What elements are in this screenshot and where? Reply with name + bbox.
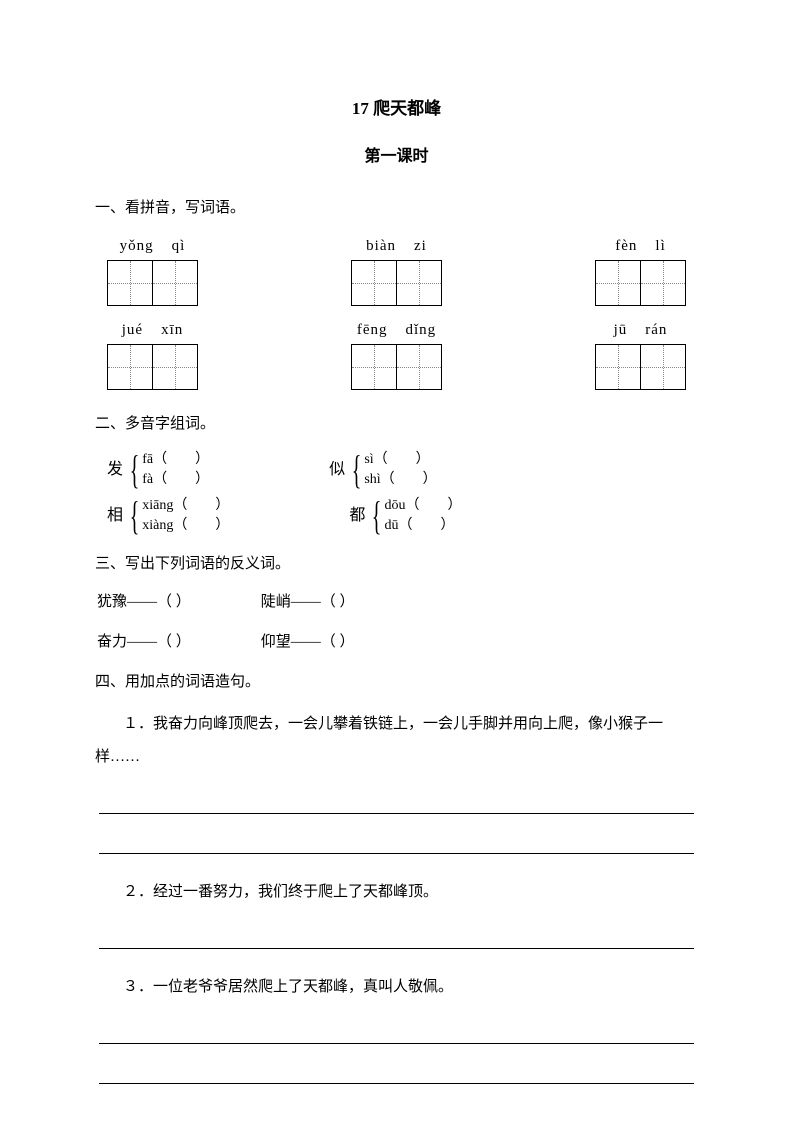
pinyin-syllable: fèn: [615, 234, 637, 258]
char-boxes: [595, 344, 686, 390]
char-box[interactable]: [595, 260, 641, 306]
pinyin-syllable: lì: [655, 234, 665, 258]
multi-option[interactable]: dōu（ ）: [385, 496, 462, 516]
multi-char: 似: [329, 457, 345, 483]
pinyin-block: fēng dǐng: [351, 318, 442, 390]
multi-options: fā（ ） fà（ ）: [142, 450, 209, 489]
multi-option[interactable]: shì（ ）: [364, 470, 436, 490]
pinyin-label: jué xīn: [122, 318, 184, 342]
char-box[interactable]: [595, 344, 641, 390]
char-boxes: [351, 344, 442, 390]
char-box[interactable]: [640, 260, 686, 306]
pinyin-syllable: jū: [614, 318, 628, 342]
antonym-row-1: 犹豫——（ ） 陡峭——（ ）: [95, 590, 698, 614]
multi-option[interactable]: sì（ ）: [364, 450, 436, 470]
answer-line[interactable]: [99, 788, 694, 814]
char-box[interactable]: [152, 344, 198, 390]
brace-icon: {: [130, 496, 140, 536]
char-boxes: [595, 260, 686, 306]
pinyin-syllable: qì: [172, 234, 186, 258]
pinyin-row-2: jué xīn fēng dǐng jū rán: [95, 318, 698, 390]
answer-line[interactable]: [99, 1018, 694, 1044]
multi-item: 相 { xiāng（ ） xiàng（ ）: [107, 496, 229, 536]
char-box[interactable]: [396, 344, 442, 390]
pinyin-label: jū rán: [614, 318, 668, 342]
antonym-item[interactable]: 奋力——（ ）: [97, 630, 191, 654]
char-box[interactable]: [107, 260, 153, 306]
pinyin-syllable: rán: [645, 318, 667, 342]
pinyin-row-1: yǒng qì biàn zi fèn lì: [95, 234, 698, 306]
char-boxes: [351, 260, 442, 306]
char-box[interactable]: [107, 344, 153, 390]
multi-options: xiāng（ ） xiàng（ ）: [142, 496, 229, 535]
pinyin-syllable: xīn: [161, 318, 183, 342]
pinyin-label: fēng dǐng: [357, 318, 436, 342]
brace-icon: {: [352, 450, 362, 490]
pinyin-label: yǒng qì: [120, 234, 186, 258]
pinyin-block: fèn lì: [595, 234, 686, 306]
pinyin-syllable: fēng: [357, 318, 388, 342]
char-boxes: [107, 260, 198, 306]
section2-heading: 二、多音字组词。: [95, 412, 698, 436]
multi-row-2: 相 { xiāng（ ） xiàng（ ） 都 { dōu（ ） dū（ ）: [95, 496, 698, 536]
multi-char: 发: [107, 457, 123, 483]
multi-options: dōu（ ） dū（ ）: [385, 496, 462, 535]
antonym-item[interactable]: 仰望——（ ）: [261, 630, 355, 654]
question-2: ２．经过一番努力，我们终于爬上了天都峰顶。: [95, 876, 698, 909]
answer-line[interactable]: [99, 923, 694, 949]
char-box[interactable]: [152, 260, 198, 306]
char-box[interactable]: [351, 260, 397, 306]
pinyin-block: jué xīn: [107, 318, 198, 390]
pinyin-block: jū rán: [595, 318, 686, 390]
section3-heading: 三、写出下列词语的反义词。: [95, 552, 698, 576]
section4-heading: 四、用加点的词语造句。: [95, 670, 698, 694]
pinyin-syllable: zi: [414, 234, 427, 258]
pinyin-syllable: yǒng: [120, 234, 154, 258]
multi-option[interactable]: xiàng（ ）: [142, 516, 229, 536]
question-1: １．我奋力向峰顶爬去，一会儿攀着铁链上，一会儿手脚并用向上爬，像小猴子一样……: [95, 708, 698, 774]
answer-line[interactable]: [99, 1058, 694, 1084]
antonym-item[interactable]: 犹豫——（ ）: [97, 590, 191, 614]
multi-option[interactable]: fà（ ）: [142, 470, 209, 490]
answer-line[interactable]: [99, 828, 694, 854]
antonym-item[interactable]: 陡峭——（ ）: [261, 590, 355, 614]
multi-char: 都: [349, 503, 365, 529]
pinyin-block: biàn zi: [351, 234, 442, 306]
sub-title: 第一课时: [95, 144, 698, 170]
pinyin-syllable: dǐng: [405, 318, 436, 342]
multi-option[interactable]: xiāng（ ）: [142, 496, 229, 516]
brace-icon: {: [372, 496, 382, 536]
brace-icon: {: [130, 450, 140, 490]
pinyin-block: yǒng qì: [107, 234, 198, 306]
char-boxes: [107, 344, 198, 390]
multi-char: 相: [107, 503, 123, 529]
multi-item: 发 { fā（ ） fà（ ）: [107, 450, 209, 490]
question-3: ３．一位老爷爷居然爬上了天都峰，真叫人敬佩。: [95, 971, 698, 1004]
char-box[interactable]: [640, 344, 686, 390]
pinyin-syllable: jué: [122, 318, 143, 342]
section1-heading: 一、看拼音，写词语。: [95, 196, 698, 220]
main-title: 17 爬天都峰: [95, 95, 698, 122]
pinyin-label: fèn lì: [615, 234, 666, 258]
pinyin-syllable: biàn: [366, 234, 396, 258]
pinyin-label: biàn zi: [366, 234, 427, 258]
multi-option[interactable]: fā（ ）: [142, 450, 209, 470]
multi-item: 都 { dōu（ ） dū（ ）: [349, 496, 461, 536]
char-box[interactable]: [351, 344, 397, 390]
multi-row-1: 发 { fā（ ） fà（ ） 似 { sì（ ） shì（ ）: [95, 450, 698, 490]
multi-options: sì（ ） shì（ ）: [364, 450, 436, 489]
multi-item: 似 { sì（ ） shì（ ）: [329, 450, 437, 490]
antonym-row-2: 奋力——（ ） 仰望——（ ）: [95, 630, 698, 654]
multi-option[interactable]: dū（ ）: [385, 516, 462, 536]
char-box[interactable]: [396, 260, 442, 306]
